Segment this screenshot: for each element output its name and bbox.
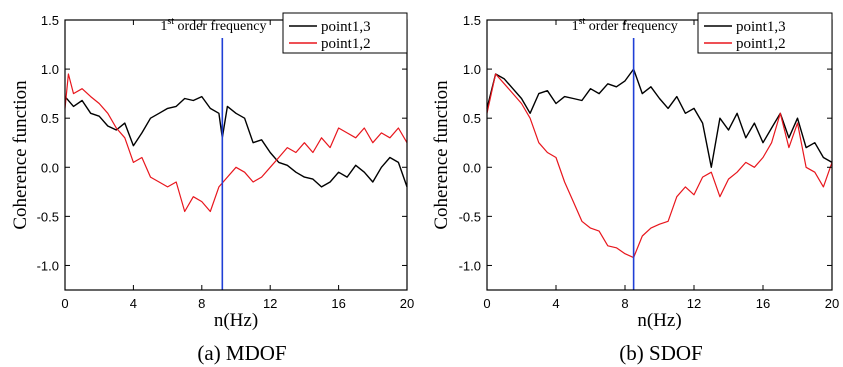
x-tick-label: 12 — [687, 296, 701, 311]
y-axis-label: Coherence function — [431, 80, 452, 230]
chart-panel-b: 1st order frequency 0 4 8 12 16 20 -1.0 -0.5 0.0 0… — [431, 12, 839, 365]
y-tick-label: 1.0 — [463, 62, 481, 77]
y-tick-label: 0.0 — [463, 160, 481, 175]
x-tick-label: 20 — [825, 296, 839, 311]
series-line-point1-2 — [64, 73, 408, 213]
y-tick-label: -1.0 — [37, 258, 59, 273]
legend-label: point1,2 — [736, 36, 786, 52]
plot-frame — [64, 19, 408, 291]
legend-label: point1,3 — [321, 19, 371, 35]
x-tick-label: 16 — [756, 296, 770, 311]
x-axis-label: n(Hz) — [214, 310, 258, 331]
y-tick-label: 1.5 — [41, 13, 59, 28]
y-tick-label: 0.5 — [463, 111, 481, 126]
legend-box — [282, 12, 408, 54]
x-tick-label: 4 — [130, 296, 137, 311]
series-line-point1-3 — [64, 95, 408, 188]
x-tick-label: 16 — [331, 296, 345, 311]
panel-caption: (a) MDOF — [197, 341, 286, 365]
series-line-point1-3 — [486, 68, 833, 169]
legend-label: point1,3 — [736, 19, 786, 35]
x-tick-label: 0 — [483, 296, 490, 311]
x-tick-label: 8 — [198, 296, 205, 311]
chart-panel-a: 1st order frequency 0 4 8 12 16 20 -1.0 -0.5 0.0 0… — [10, 12, 414, 365]
y-tick-label: 0.5 — [41, 111, 59, 126]
panel-caption: (b) SDOF — [619, 341, 702, 365]
x-axis-label: n(Hz) — [637, 310, 681, 331]
x-tick-label: 12 — [263, 296, 277, 311]
series-line-point1-2 — [486, 73, 833, 259]
legend-label: point1,2 — [321, 36, 371, 52]
x-tick-label: 20 — [400, 296, 414, 311]
first-order-frequency-label: 1st order frequency — [572, 16, 678, 34]
y-tick-label: 1.5 — [463, 13, 481, 28]
x-tick-label: 0 — [61, 296, 68, 311]
first-order-frequency-label: 1st order frequency — [160, 16, 266, 34]
legend-box — [697, 12, 833, 54]
x-tick-label: 8 — [621, 296, 628, 311]
y-tick-label: -0.5 — [37, 209, 59, 224]
y-tick-label: 1.0 — [41, 62, 59, 77]
x-tick-label: 4 — [552, 296, 559, 311]
y-tick-label: -0.5 — [459, 209, 481, 224]
plot-frame — [486, 19, 833, 291]
y-tick-label: 0.0 — [41, 160, 59, 175]
y-tick-label: -1.0 — [459, 258, 481, 273]
y-axis-label: Coherence function — [10, 80, 31, 230]
